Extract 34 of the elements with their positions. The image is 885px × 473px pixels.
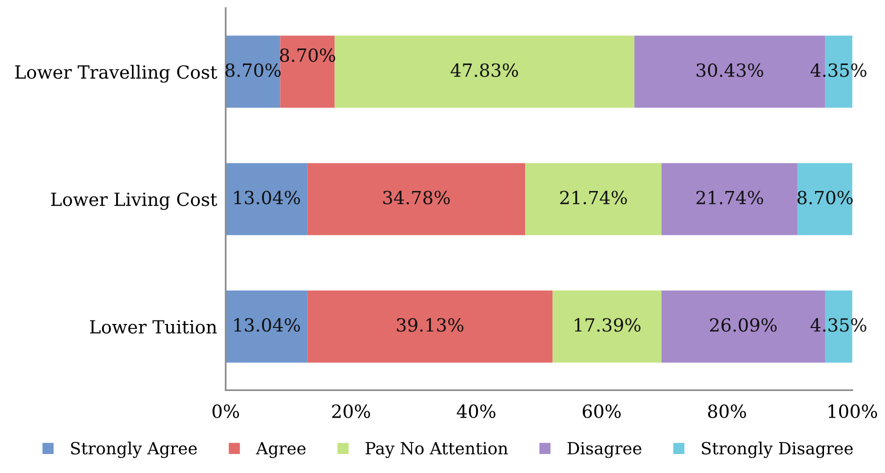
- data-label: 4.35%: [810, 318, 866, 332]
- x-tick-label: 0%: [212, 404, 239, 418]
- legend-label: Pay No Attention: [366, 442, 508, 458]
- data-label: 13.04%: [234, 190, 300, 204]
- y-tick-label: Lower Tuition: [90, 320, 217, 334]
- bar: [307, 163, 526, 236]
- data-label: 26.09%: [710, 318, 777, 332]
- data-label: 34.78%: [383, 190, 450, 204]
- bar: [334, 36, 634, 108]
- data-label: 47.83%: [450, 63, 518, 77]
- x-tick-label: 100%: [828, 404, 878, 418]
- legend-label: Disagree: [568, 442, 642, 458]
- y-tick-label: Lower Living Cost: [51, 192, 218, 210]
- legend-label: Agree: [256, 442, 306, 458]
- bar: [307, 290, 553, 363]
- bar: [226, 163, 308, 236]
- bar: [525, 163, 662, 236]
- data-label: 30.43%: [696, 63, 764, 77]
- y-tick-label: Lower Travelling Cost: [15, 64, 218, 83]
- x-tick-label: 40%: [456, 404, 496, 418]
- data-label: 21.74%: [560, 190, 627, 204]
- data-label: 39.13%: [396, 318, 464, 332]
- bar: [552, 290, 662, 363]
- bar: [662, 163, 798, 236]
- data-label: 17.39%: [574, 318, 640, 332]
- bar: [226, 290, 308, 363]
- legend-label: Strongly Disagree: [702, 442, 853, 458]
- data-label: 13.04%: [234, 318, 300, 332]
- x-tick-label: 60%: [582, 404, 621, 418]
- data-label: 4.35%: [810, 63, 866, 77]
- legend-label: Strongly Agree: [71, 442, 197, 458]
- x-tick-label: 20%: [332, 404, 370, 418]
- data-label: 21.74%: [696, 190, 764, 204]
- x-tick-label: 80%: [708, 404, 746, 418]
